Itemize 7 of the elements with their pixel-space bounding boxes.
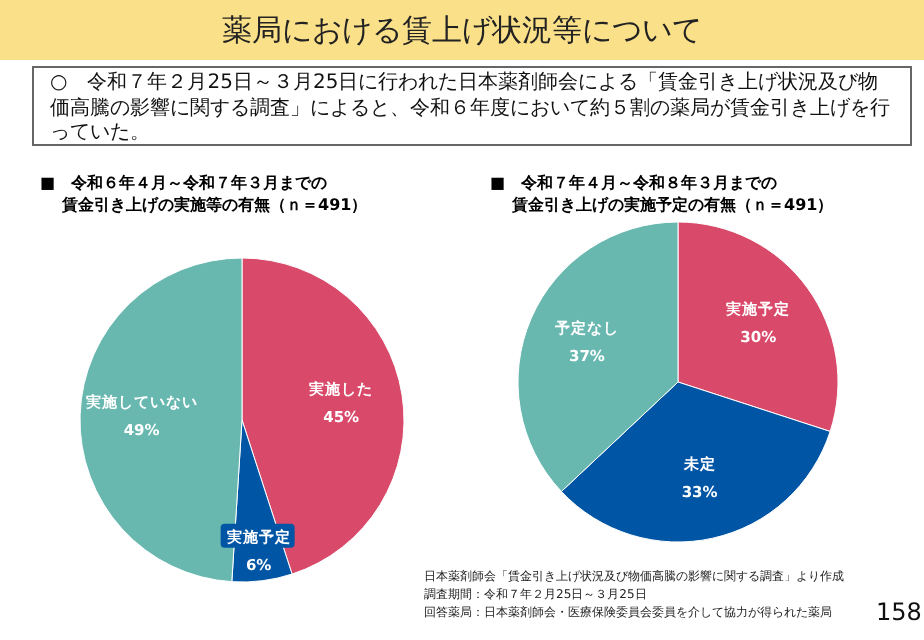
chart-title: ■ 令和６年４月～令和７年３月までの bbox=[40, 174, 328, 192]
text: 158 bbox=[876, 598, 922, 626]
chart-subtitle: 賃金引き上げの実施予定の有無（ｎ＝491） bbox=[510, 194, 834, 214]
chart-subtitle: 賃金引き上げの実施等の有無（ｎ＝491） bbox=[60, 194, 368, 214]
text: ○ 令和７年２月25日～３月25日に行われた日本薬剤師会による「賃金引き上げ状況及び物価高騰の影響に関する調査」によると、令和６年度において約５割の薬局が賃金引き上げを行っていた。 bbox=[32, 66, 912, 146]
chart-title: ■ 令和７年４月～令和８年３月までの bbox=[490, 174, 778, 192]
text: 薬局における賃上げ状況等について bbox=[0, 0, 924, 60]
